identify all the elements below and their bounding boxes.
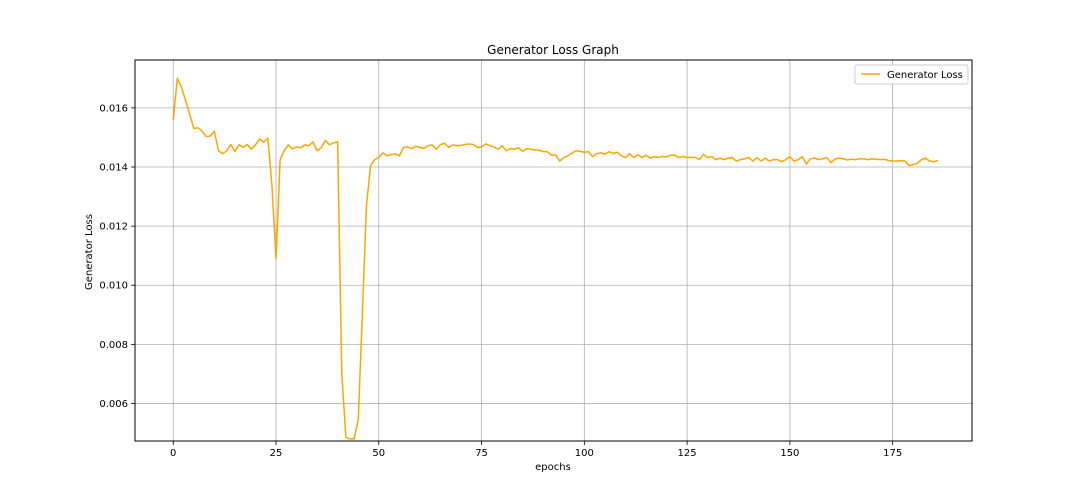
legend-box bbox=[854, 64, 969, 85]
x-tick-label: 175 bbox=[883, 448, 902, 459]
series-line-generator-loss bbox=[172, 77, 939, 440]
chart-title: Generator Loss Graph bbox=[487, 43, 619, 57]
x-axis-ticks: 0 25 50 75 100 125 150 175 bbox=[170, 441, 902, 459]
plot-area-frame bbox=[134, 59, 973, 442]
x-axis-label: epochs bbox=[535, 462, 571, 473]
series-layer bbox=[172, 77, 939, 440]
y-axis-ticks: 0.006 0.008 0.010 0.012 0.014 0.016 bbox=[99, 103, 135, 410]
legend-label: Generator Loss bbox=[887, 70, 963, 81]
x-tick-label: 125 bbox=[678, 448, 697, 459]
y-tick-label: 0.014 bbox=[99, 162, 128, 173]
x-tick-label: 75 bbox=[475, 448, 488, 459]
x-tick-label: 150 bbox=[780, 448, 799, 459]
x-tick-label: 25 bbox=[270, 448, 283, 459]
y-tick-label: 0.016 bbox=[99, 103, 128, 114]
y-tick-label: 0.010 bbox=[99, 281, 128, 292]
y-tick-label: 0.008 bbox=[99, 340, 128, 351]
y-tick-label: 0.012 bbox=[99, 222, 128, 233]
y-tick-label: 0.006 bbox=[99, 399, 128, 410]
x-tick-label: 50 bbox=[372, 448, 385, 459]
grid-lines bbox=[135, 60, 972, 441]
x-tick-label: 100 bbox=[575, 448, 594, 459]
x-tick-label: 0 bbox=[170, 448, 176, 459]
legend: Generator Loss bbox=[854, 64, 969, 85]
y-axis-label: Generator Loss bbox=[84, 214, 95, 290]
